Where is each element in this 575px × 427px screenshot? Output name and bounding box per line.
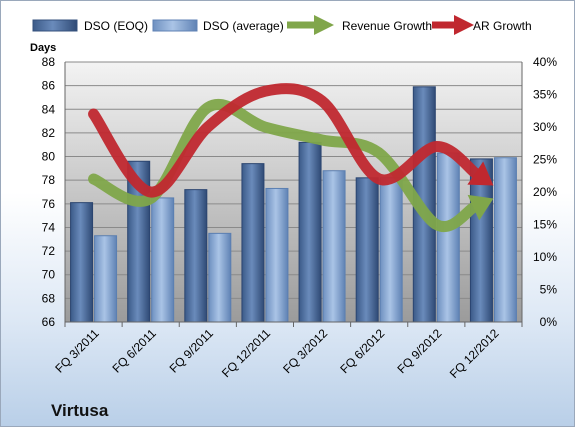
y-tick-right-7: 35%: [533, 88, 557, 102]
legend: DSO (EOQ) DSO (average) Revenue Growth A…: [32, 15, 532, 35]
x-tick-label-0: FQ 3/2011: [52, 326, 102, 376]
x-tick-label-5: FQ 6/2012: [337, 326, 387, 376]
y-tick-left-9: 84: [42, 102, 56, 116]
x-tick-label-2: FQ 9/2011: [167, 326, 217, 376]
bar-dso-average-2: [208, 232, 232, 323]
y-tick-left-8: 82: [42, 126, 56, 140]
y-ticks-left: 66 68 70 72 74 76 78 80 82 84 86 88: [42, 55, 56, 329]
ar-growth-line: [88, 83, 481, 198]
bar-dso-average-1: [151, 197, 175, 323]
legend-label-revenue-growth: Revenue Growth: [342, 19, 432, 33]
bar-dso-average-5: [379, 177, 403, 323]
y-tick-right-2: 10%: [533, 250, 557, 264]
bars: [70, 86, 517, 323]
legend-swatch-revenue-growth: [287, 15, 334, 35]
x-tick-label-6: FQ 9/2012: [394, 326, 444, 376]
growth-lines: [88, 83, 494, 232]
revenue-growth-arrowhead: [467, 194, 494, 221]
y-tick-right-8: 40%: [533, 55, 557, 69]
bar-dso-average-4: [322, 170, 346, 323]
bar-dso-eoq-2: [184, 189, 208, 323]
y-tick-left-4: 74: [42, 220, 56, 234]
y-tick-right-3: 15%: [533, 218, 557, 232]
y-tick-left-1: 68: [42, 291, 56, 305]
bar-dso-average-3: [265, 187, 289, 323]
y-tick-left-7: 80: [42, 150, 56, 164]
x-ticks: FQ 3/2011 FQ 6/2011 FQ 9/2011 FQ 12/2011 FQ …: [52, 322, 523, 381]
y-tick-left-11: 88: [42, 55, 56, 69]
bar-dso-eoq-5: [355, 177, 379, 323]
bar-dso-average-7: [493, 157, 517, 323]
bar-dso-eoq-0: [70, 202, 94, 323]
legend-swatch-dso-average: [152, 19, 198, 32]
ar-growth-arrowhead: [467, 161, 494, 186]
y-tick-right-1: 5%: [540, 283, 558, 297]
company-label: Virtusa: [51, 401, 109, 420]
y-tick-left-2: 70: [42, 268, 56, 282]
x-tick-label-7: FQ 12/2012: [447, 326, 502, 381]
y-tick-left-6: 78: [42, 173, 56, 187]
y-tick-right-0: 0%: [540, 315, 558, 329]
y-tick-left-5: 76: [42, 197, 56, 211]
legend-label-ar-growth: AR Growth: [473, 19, 532, 33]
x-tick-label-1: FQ 6/2011: [109, 326, 159, 376]
y-tick-left-10: 86: [42, 79, 56, 93]
bar-dso-eoq-4: [298, 141, 322, 323]
y-tick-right-6: 30%: [533, 120, 557, 134]
bar-dso-eoq-3: [241, 163, 265, 323]
legend-label-dso-average: DSO (average): [203, 19, 284, 33]
bar-dso-average-0: [94, 235, 118, 323]
y-tick-right-5: 25%: [533, 153, 557, 167]
legend-label-dso-eoq: DSO (EOQ): [84, 19, 148, 33]
y-tick-left-3: 72: [42, 244, 56, 258]
x-tick-label-4: FQ 3/2012: [280, 326, 330, 376]
y-ticks-right: 0% 5% 10% 15% 20% 25% 30% 35% 40%: [533, 55, 557, 329]
bar-dso-average-6: [436, 152, 460, 323]
legend-swatch-ar-growth: [432, 15, 474, 35]
y-tick-left-0: 66: [42, 315, 56, 329]
x-tick-label-3: FQ 12/2011: [219, 326, 273, 380]
legend-swatch-dso-eoq: [32, 19, 78, 32]
y-tick-right-4: 20%: [533, 185, 557, 199]
y-axis-title-left: Days: [30, 42, 56, 54]
